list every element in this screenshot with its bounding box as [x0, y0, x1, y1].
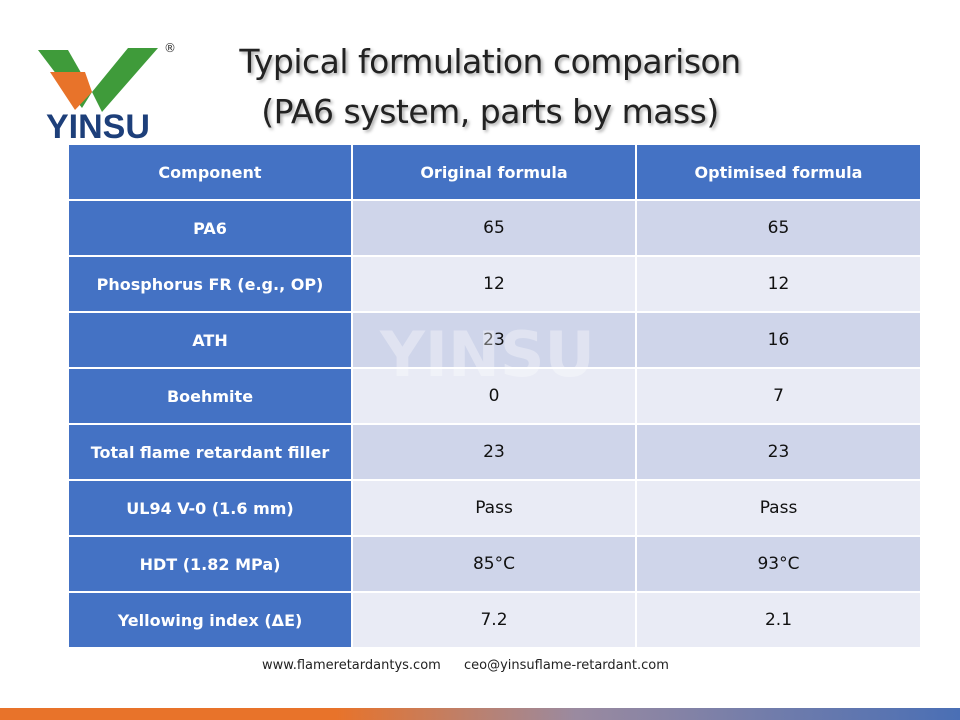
website: www.flameretardantys.com: [262, 658, 441, 673]
logo-v-right: [92, 48, 158, 112]
logo-mark: ®: [164, 41, 176, 55]
logo-text: YINSU: [46, 108, 150, 146]
cell-value: 0: [353, 369, 635, 423]
row-label: Boehmite: [69, 369, 351, 423]
email: ceo@yinsuflame-retardant.com: [464, 658, 669, 673]
cell-value: 85°C: [353, 537, 635, 591]
cell-value: Pass: [353, 481, 635, 535]
title: (PA6 system, parts by mass): [261, 92, 719, 131]
cell-value: 7: [637, 369, 920, 423]
row-label: Total flame retardant filler: [69, 425, 351, 479]
cell-value: 65: [637, 201, 920, 255]
cell-value: 93°C: [637, 537, 920, 591]
cell-value: 2.1: [637, 593, 920, 647]
title: Typical formulation comparison: [239, 42, 741, 81]
cell-value: 23: [353, 313, 635, 367]
bottom-bar: [0, 708, 960, 720]
cell-value: 12: [353, 257, 635, 311]
cell-value: 23: [353, 425, 635, 479]
logo: YINSU ®: [38, 41, 176, 146]
column-header: Original formula: [353, 145, 635, 199]
row-label: PA6: [69, 201, 351, 255]
row-label: Phosphorus FR (e.g., OP): [69, 257, 351, 311]
cell-value: 12: [637, 257, 920, 311]
column-header: Component: [69, 145, 351, 199]
cell-value: Pass: [637, 481, 920, 535]
column-header: Optimised formula: [637, 145, 920, 199]
cell-value: 7.2: [353, 593, 635, 647]
row-label: Yellowing index (ΔE): [69, 593, 351, 647]
cell-value: 23: [637, 425, 920, 479]
row-label: ATH: [69, 313, 351, 367]
cell-value: 16: [637, 313, 920, 367]
logo-v-orange: [50, 72, 92, 110]
cell-value: 65: [353, 201, 635, 255]
row-label: UL94 V-0 (1.6 mm): [69, 481, 351, 535]
row-label: HDT (1.82 MPa): [69, 537, 351, 591]
